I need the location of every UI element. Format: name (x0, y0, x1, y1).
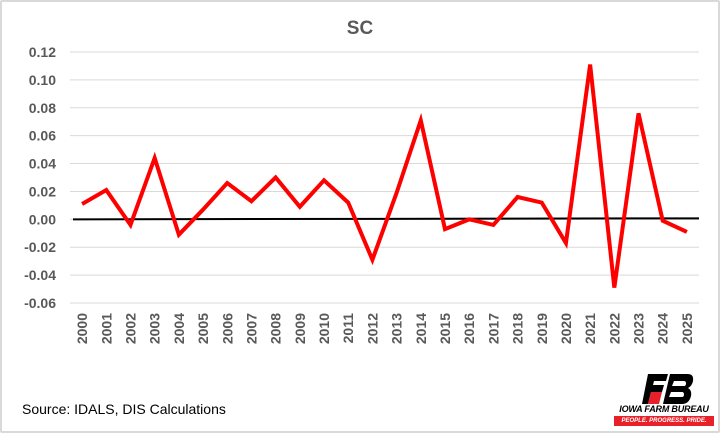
x-tick-label: 2005 (195, 313, 211, 344)
x-tick-label: 2023 (631, 313, 647, 344)
x-tick-label: 2019 (534, 313, 550, 344)
y-tick-label: 0.12 (29, 44, 56, 60)
x-tick-label: 2009 (292, 313, 308, 344)
x-tick-label: 2011 (340, 313, 356, 344)
x-tick-label: 2010 (316, 313, 332, 344)
y-tick-label: 0.08 (29, 100, 56, 116)
x-tick-label: 2006 (219, 313, 235, 344)
farm-bureau-logo-mark-icon (642, 374, 694, 404)
chart-title: SC (346, 18, 374, 39)
x-tick-label: 2003 (147, 313, 163, 344)
y-tick-label: 0.06 (29, 128, 56, 144)
x-tick-label: 2012 (364, 313, 380, 344)
x-tick-label: 2007 (243, 313, 259, 344)
x-tick-label: 2002 (122, 313, 138, 344)
x-tick-label: 2020 (558, 313, 574, 344)
y-tick-label: 0.02 (29, 183, 56, 199)
y-tick-label: 0.04 (29, 156, 56, 172)
y-tick-label: 0.10 (29, 72, 56, 88)
x-tick-label: 2016 (461, 313, 477, 344)
x-tick-label: 2018 (510, 313, 526, 344)
y-tick-label: -0.04 (24, 267, 56, 283)
logo-name: IOWA FARM BUREAU (619, 404, 709, 414)
y-tick-label: -0.06 (24, 295, 56, 311)
x-tick-label: 2024 (655, 313, 671, 344)
x-tick-label: 2013 (389, 313, 405, 344)
x-tick-label: 2000 (74, 313, 90, 344)
x-tick-label: 2015 (437, 313, 453, 344)
iowa-farm-bureau-logo: IOWA FARM BUREAU PEOPLE. PROGRESS. PRIDE… (612, 374, 716, 430)
x-tick-label: 2025 (679, 313, 695, 344)
x-tick-label: 2022 (606, 313, 622, 344)
y-tick-label: -0.02 (24, 239, 56, 255)
series-line (81, 64, 688, 288)
source-note: Source: IDALS, DIS Calculations (22, 401, 226, 417)
x-tick-label: 2014 (413, 313, 429, 344)
x-tick-label: 2008 (268, 313, 284, 344)
y-tick-label: 0.00 (29, 211, 56, 227)
x-tick-label: 2021 (582, 313, 598, 344)
x-tick-label: 2001 (98, 313, 114, 344)
x-tick-label: 2004 (171, 313, 187, 344)
x-tick-label: 2017 (485, 313, 501, 344)
logo-tagline: PEOPLE. PROGRESS. PRIDE. (614, 416, 714, 426)
